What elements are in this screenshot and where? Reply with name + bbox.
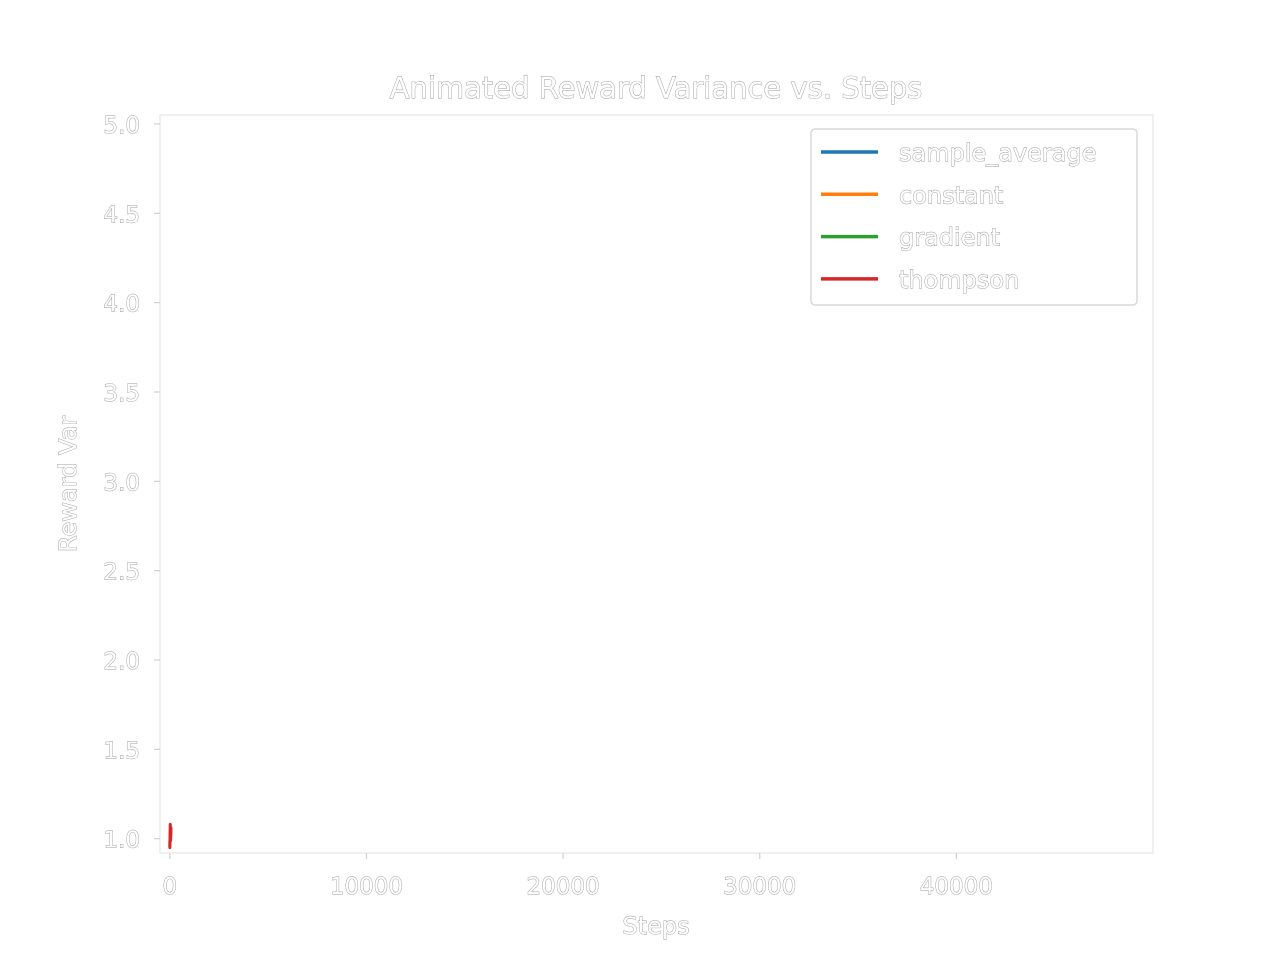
x-tick-label: 20000	[527, 874, 600, 900]
legend-label: sample_average	[899, 139, 1097, 167]
y-tick-label: 1.5	[103, 738, 140, 764]
x-tick-label: 0	[163, 874, 178, 900]
y-tick-label: 4.5	[103, 202, 140, 228]
y-tick-label: 2.5	[103, 560, 140, 586]
y-tick-label: 1.0	[103, 828, 140, 854]
x-tick-label: 10000	[330, 874, 403, 900]
x-axis-label: Steps	[622, 912, 689, 940]
series-line-thompson	[168, 822, 173, 850]
y-tick-label: 2.0	[103, 649, 140, 675]
legend-label: thompson	[899, 266, 1019, 294]
legend-label: constant	[899, 181, 1003, 209]
legend: sample_average constant gradient thompson	[810, 128, 1138, 306]
y-tick-label: 5.0	[103, 113, 140, 139]
x-tick-label: 40000	[920, 874, 993, 900]
chart-title: Animated Reward Variance vs. Steps	[390, 71, 923, 105]
series-lines	[168, 822, 173, 850]
y-tick-label: 3.5	[103, 381, 140, 407]
legend-label: gradient	[899, 224, 1000, 252]
y-axis: 1.0 1.5 2.0 2.5 3.0 3.5 4.0 4.5 5.0	[103, 112, 160, 854]
legend-box	[810, 128, 1138, 306]
y-axis-label: Reward Var	[54, 416, 82, 552]
x-axis: 0 10000 20000 30000 40000	[162, 853, 993, 900]
y-tick-label: 3.0	[103, 470, 140, 496]
y-tick-label: 4.0	[103, 292, 140, 318]
x-tick-label: 30000	[723, 874, 796, 900]
